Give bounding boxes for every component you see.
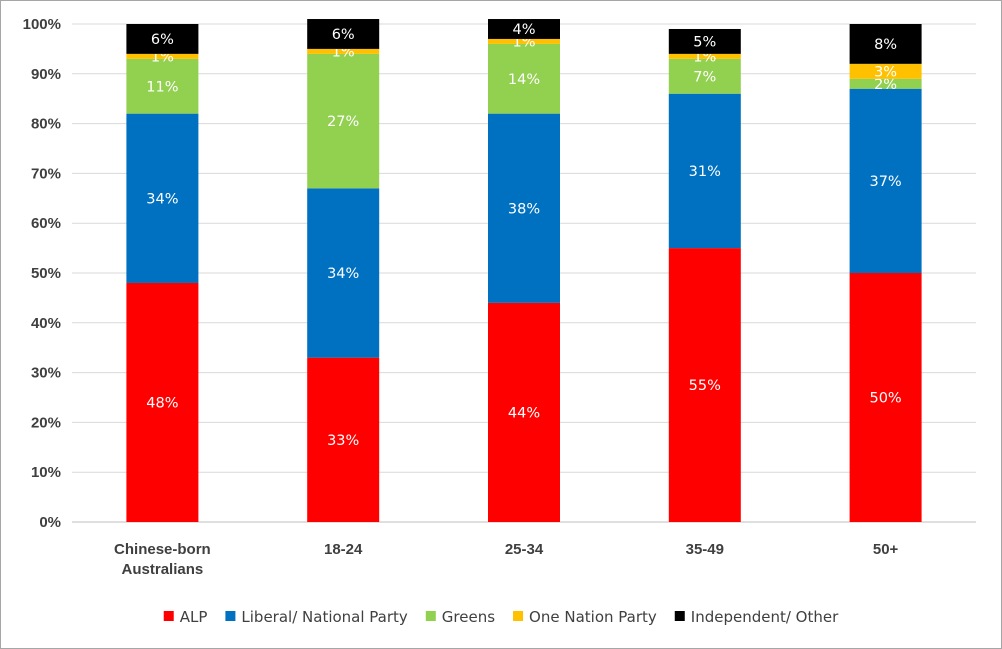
bar-segment-greens — [849, 78, 922, 89]
bar-segment-independent-other — [126, 24, 199, 54]
x-tick-label: 18-24 — [324, 541, 363, 558]
y-tick-label: 80% — [31, 116, 61, 133]
legend-swatch-alp — [163, 611, 174, 621]
data-label: 14% — [508, 72, 540, 88]
legend-label-greens: Greens — [442, 608, 495, 626]
data-label: 31% — [689, 164, 721, 180]
bar-segment-alp — [488, 302, 560, 522]
data-label: 55% — [689, 378, 721, 394]
legend-swatch-greens — [425, 611, 436, 621]
bar-segment-greens — [307, 53, 380, 189]
y-tick-label: 0% — [39, 514, 61, 531]
data-label: 6% — [332, 27, 355, 43]
bar-segment-alp — [307, 357, 380, 522]
legend-label-independent-other: Independent/ Other — [691, 608, 839, 626]
data-label: 48% — [146, 395, 178, 411]
y-tick-label: 30% — [31, 365, 61, 382]
data-label: 34% — [327, 266, 359, 282]
y-tick-label: 70% — [31, 165, 61, 182]
data-label: 4% — [512, 22, 535, 38]
y-tick-label: 20% — [31, 414, 61, 431]
data-label: 8% — [874, 37, 897, 53]
bar-segment-independent-other — [307, 19, 380, 49]
y-tick-label: 60% — [31, 215, 61, 232]
bar-segment-one-nation-party — [126, 53, 199, 59]
x-tick-label: 35-49 — [686, 541, 724, 558]
x-tick-label: 50+ — [873, 541, 899, 558]
legend-swatch-one-nation-party — [513, 611, 524, 621]
bar-segment-one-nation-party — [488, 38, 560, 44]
data-label: 50% — [869, 391, 901, 407]
legend-swatch-independent-other — [674, 611, 685, 621]
y-tick-label: 100% — [23, 16, 61, 33]
y-tick-label: 40% — [31, 315, 61, 332]
bar-segment-greens — [668, 58, 741, 94]
bar-segment-greens — [488, 43, 560, 114]
data-label: 34% — [146, 191, 178, 207]
bar-segment-liberal-national-party — [307, 188, 380, 358]
data-label: 7% — [693, 69, 716, 85]
bar-segment-alp — [849, 273, 922, 522]
data-label: 6% — [151, 32, 174, 48]
data-label: 3% — [874, 64, 897, 80]
data-label: 38% — [508, 201, 540, 217]
x-tick-label: Australians — [122, 561, 204, 578]
bar-segment-independent-other — [849, 24, 922, 64]
x-tick-label: Chinese-born — [114, 541, 211, 558]
y-tick-label: 50% — [31, 265, 61, 282]
bar-segment-liberal-national-party — [488, 113, 560, 303]
bar-segment-one-nation-party — [849, 63, 922, 79]
bar-segment-alp — [668, 248, 741, 522]
bar-segment-liberal-national-party — [668, 93, 741, 249]
bar-segment-one-nation-party — [668, 53, 741, 59]
y-tick-label: 10% — [31, 464, 61, 481]
data-label: 44% — [508, 405, 540, 421]
legend-swatch-liberal-national-party — [225, 611, 236, 621]
legend-label-one-nation-party: One Nation Party — [529, 608, 657, 626]
data-label: 11% — [146, 79, 178, 95]
bar-segment-independent-other — [668, 28, 741, 54]
y-tick-label: 90% — [31, 66, 61, 83]
legend-label-alp: ALP — [180, 608, 208, 626]
bar-segment-liberal-national-party — [849, 88, 922, 274]
data-label: 27% — [327, 114, 359, 130]
bar-segment-one-nation-party — [307, 48, 380, 54]
bar-segment-greens — [126, 58, 199, 114]
x-tick-label: 25-34 — [505, 541, 544, 558]
data-label: 33% — [327, 433, 359, 449]
data-label: 5% — [693, 34, 716, 50]
bar-segment-independent-other — [488, 19, 560, 39]
bar-segment-liberal-national-party — [126, 113, 199, 283]
data-label: 2% — [874, 77, 897, 93]
data-label: 37% — [869, 174, 901, 190]
bar-segment-alp — [126, 282, 199, 522]
legend-label-liberal-national-party: Liberal/ National Party — [241, 608, 408, 626]
